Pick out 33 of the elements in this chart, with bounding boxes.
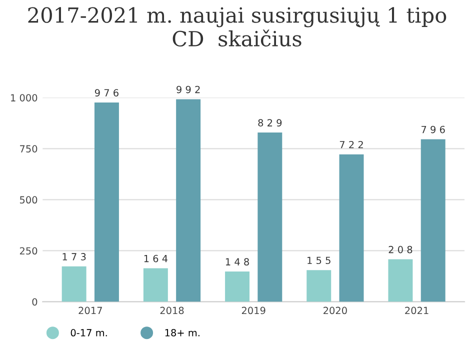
data-label: 8 2 9 (258, 119, 282, 126)
y-tick-label: 250 (20, 247, 38, 255)
bar (339, 154, 364, 302)
bar (176, 99, 201, 302)
y-tick-label: 1 000 (11, 94, 38, 102)
x-tick-label: 2019 (242, 306, 266, 314)
y-tick-label: 0 (32, 298, 38, 306)
data-label: 1 4 8 (226, 258, 249, 266)
data-label: 9 7 6 (94, 89, 118, 96)
bar (258, 132, 282, 302)
y-tick-label: 500 (20, 196, 38, 204)
data-label: 1 7 3 (62, 253, 86, 260)
bar (420, 139, 446, 302)
x-tick-label: 2020 (324, 306, 347, 314)
legend-label: 0-17 m. (70, 329, 107, 336)
x-tick-label: 2021 (405, 306, 428, 314)
chart-title: 2017-2021 m. naujai susirgusiųjų 1 tipo CD skaičius (28, 7, 446, 47)
data-label: 1 5 5 (308, 256, 330, 264)
bar (143, 268, 168, 302)
bar (62, 266, 86, 302)
legend-label: 18+ m. (165, 329, 200, 336)
bar (388, 259, 413, 302)
data-label: 7 2 2 (340, 140, 363, 148)
bar (94, 102, 119, 302)
data-label: 1 6 4 (144, 254, 168, 262)
data-label: 9 9 2 (176, 86, 200, 94)
y-tick-label: 750 (20, 145, 38, 152)
bar (225, 272, 250, 302)
data-label: 7 9 6 (422, 126, 445, 134)
data-label: 2 0 8 (388, 246, 412, 254)
bar (306, 270, 332, 302)
x-tick-label: 2017 (78, 306, 102, 314)
x-tick-label: 2018 (160, 306, 184, 314)
